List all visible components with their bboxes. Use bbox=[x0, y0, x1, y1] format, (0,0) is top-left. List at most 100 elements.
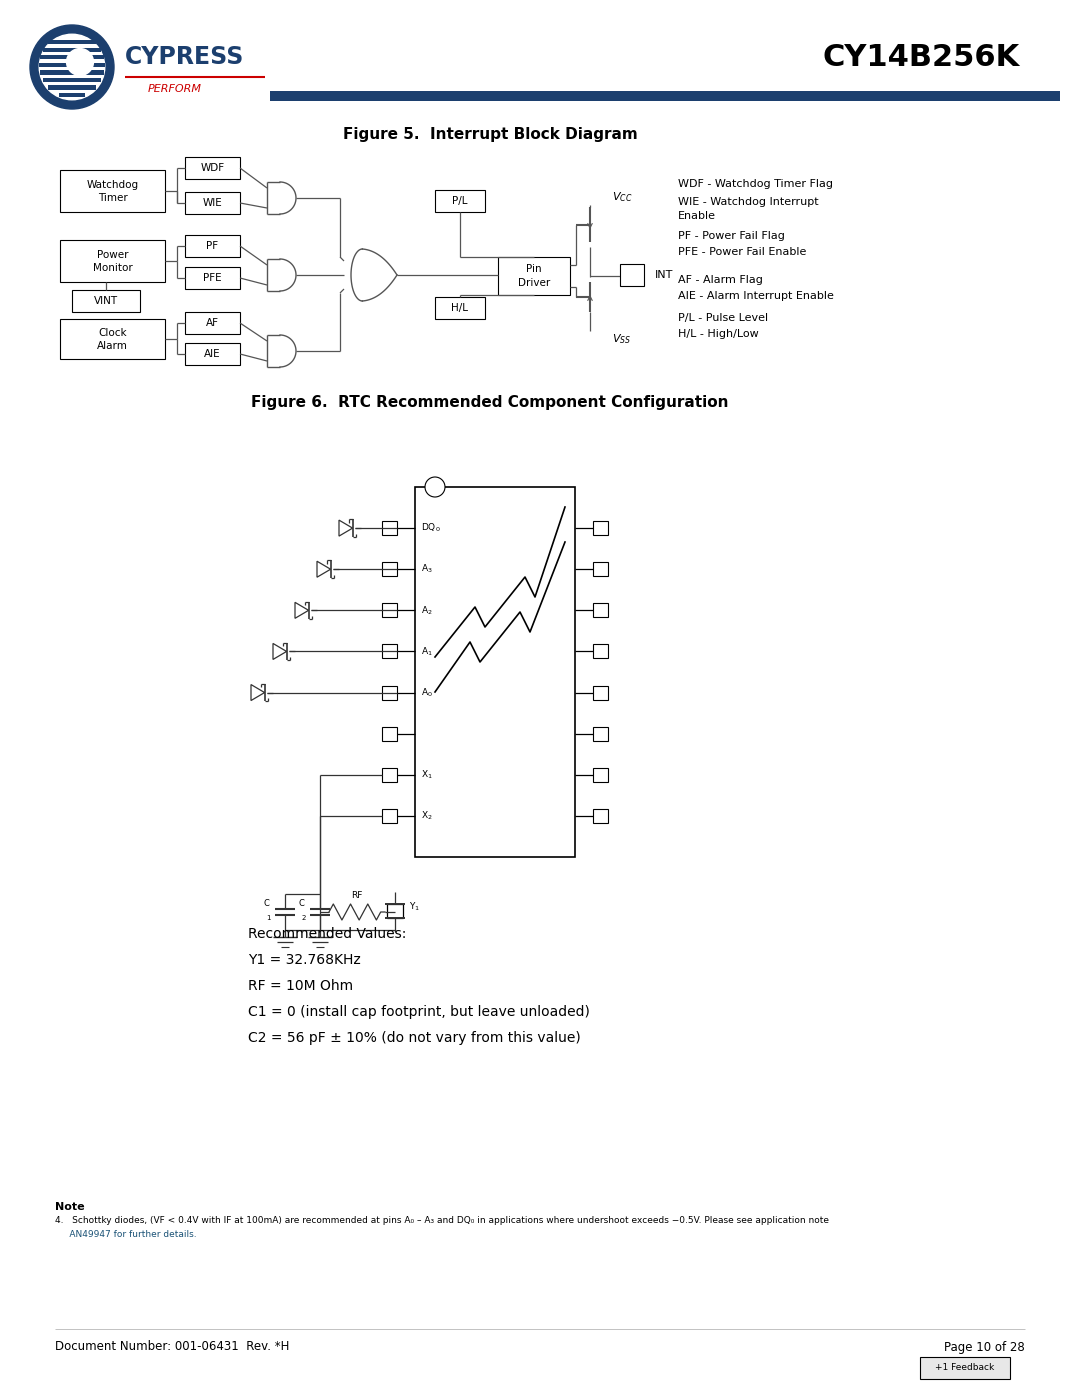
Text: INT: INT bbox=[654, 270, 673, 279]
Text: WIE - Watchdog Interrupt: WIE - Watchdog Interrupt bbox=[678, 197, 819, 207]
Text: PF - Power Fail Flag: PF - Power Fail Flag bbox=[678, 231, 785, 242]
Circle shape bbox=[39, 35, 105, 99]
Bar bbox=[185, 344, 240, 365]
Bar bbox=[49, 41, 96, 45]
Circle shape bbox=[67, 49, 94, 75]
Text: Driver: Driver bbox=[518, 278, 550, 288]
Text: Pin: Pin bbox=[526, 264, 542, 274]
Text: Clock: Clock bbox=[98, 328, 126, 338]
Bar bbox=[43, 78, 102, 82]
Bar bbox=[185, 191, 240, 214]
Bar bbox=[593, 726, 608, 740]
Bar bbox=[39, 63, 105, 67]
Text: Figure 6.  RTC Recommended Component Configuration: Figure 6. RTC Recommended Component Conf… bbox=[252, 394, 729, 409]
Text: H/L: H/L bbox=[451, 303, 469, 313]
Bar bbox=[593, 686, 608, 700]
Bar bbox=[382, 562, 397, 576]
Text: C2 = 56 pF ± 10% (do not vary from this value): C2 = 56 pF ± 10% (do not vary from this … bbox=[248, 1031, 581, 1045]
Text: A$_1$: A$_1$ bbox=[421, 645, 433, 658]
Bar bbox=[593, 604, 608, 617]
Text: Y1 = 32.768KHz: Y1 = 32.768KHz bbox=[248, 953, 361, 967]
Bar bbox=[185, 156, 240, 179]
Text: AN49947 for further details.: AN49947 for further details. bbox=[55, 1229, 197, 1239]
Text: PFE: PFE bbox=[203, 272, 221, 284]
Bar bbox=[593, 644, 608, 658]
Text: Y$_1$: Y$_1$ bbox=[409, 901, 420, 914]
Text: Note: Note bbox=[55, 1201, 84, 1213]
Bar bbox=[72, 291, 140, 312]
Bar bbox=[593, 521, 608, 535]
Bar bbox=[382, 809, 397, 823]
Text: X$_1$: X$_1$ bbox=[421, 768, 433, 781]
Text: Monitor: Monitor bbox=[93, 263, 133, 272]
Text: CYPRESS: CYPRESS bbox=[125, 45, 244, 68]
Bar bbox=[593, 562, 608, 576]
Bar bbox=[185, 235, 240, 257]
Bar bbox=[593, 768, 608, 782]
Text: AIE - Alarm Interrupt Enable: AIE - Alarm Interrupt Enable bbox=[678, 291, 834, 300]
Bar bbox=[40, 56, 104, 60]
Text: DQ$_0$: DQ$_0$ bbox=[421, 522, 441, 535]
Text: Watchdog: Watchdog bbox=[86, 180, 138, 190]
Text: Alarm: Alarm bbox=[97, 341, 127, 351]
Bar bbox=[382, 521, 397, 535]
Bar bbox=[185, 312, 240, 334]
Bar bbox=[382, 644, 397, 658]
Text: +1 Feedback: +1 Feedback bbox=[935, 1363, 995, 1372]
Text: RF = 10M Ohm: RF = 10M Ohm bbox=[248, 979, 353, 993]
Circle shape bbox=[426, 476, 445, 497]
Text: Timer: Timer bbox=[97, 193, 127, 203]
Text: C1 = 0 (install cap footprint, but leave unloaded): C1 = 0 (install cap footprint, but leave… bbox=[248, 1004, 590, 1018]
Text: VINT: VINT bbox=[94, 296, 118, 306]
Bar bbox=[498, 257, 570, 295]
Text: WIE: WIE bbox=[203, 198, 222, 208]
Text: $V_{SS}$: $V_{SS}$ bbox=[612, 332, 631, 346]
Text: X$_2$: X$_2$ bbox=[421, 810, 433, 823]
Text: P/L - Pulse Level: P/L - Pulse Level bbox=[678, 313, 768, 323]
Text: AIE: AIE bbox=[204, 349, 220, 359]
Text: Figure 5.  Interrupt Block Diagram: Figure 5. Interrupt Block Diagram bbox=[342, 127, 637, 142]
Text: P/L: P/L bbox=[453, 196, 468, 205]
Text: H/L - High/Low: H/L - High/Low bbox=[678, 330, 759, 339]
Text: A$_0$: A$_0$ bbox=[421, 686, 433, 698]
Bar bbox=[382, 726, 397, 740]
Text: WDF - Watchdog Timer Flag: WDF - Watchdog Timer Flag bbox=[678, 179, 833, 189]
Text: CY14B256K: CY14B256K bbox=[823, 42, 1020, 71]
Bar bbox=[593, 809, 608, 823]
Bar bbox=[382, 686, 397, 700]
Bar bbox=[270, 91, 1059, 101]
Circle shape bbox=[30, 25, 114, 109]
Text: $V_{CC}$: $V_{CC}$ bbox=[612, 190, 633, 204]
Text: PERFORM: PERFORM bbox=[148, 84, 202, 94]
Bar bbox=[435, 190, 485, 212]
Bar bbox=[415, 488, 575, 856]
Bar bbox=[185, 267, 240, 289]
Text: A$_2$: A$_2$ bbox=[421, 604, 433, 616]
Bar bbox=[40, 70, 104, 74]
Bar bbox=[49, 85, 96, 89]
Text: PF: PF bbox=[206, 242, 218, 251]
Text: AF: AF bbox=[206, 319, 219, 328]
Bar bbox=[60, 240, 165, 282]
Bar bbox=[59, 94, 84, 98]
Bar bbox=[60, 319, 165, 359]
Bar bbox=[620, 264, 644, 286]
Bar bbox=[60, 170, 165, 212]
Bar bbox=[920, 1356, 1010, 1379]
Bar bbox=[43, 47, 102, 52]
Bar bbox=[435, 298, 485, 319]
Bar bbox=[382, 768, 397, 782]
Text: PFE - Power Fail Enable: PFE - Power Fail Enable bbox=[678, 247, 807, 257]
Text: C: C bbox=[298, 900, 303, 908]
Text: 2: 2 bbox=[301, 915, 306, 921]
Text: Power: Power bbox=[97, 250, 129, 260]
Text: WDF: WDF bbox=[201, 163, 225, 173]
Text: Recommended Values:: Recommended Values: bbox=[248, 928, 406, 942]
Bar bbox=[382, 604, 397, 617]
Text: Enable: Enable bbox=[678, 211, 716, 221]
Text: C: C bbox=[264, 900, 269, 908]
Text: Document Number: 001-06431  Rev. *H: Document Number: 001-06431 Rev. *H bbox=[55, 1341, 289, 1354]
Text: A$_3$: A$_3$ bbox=[421, 563, 433, 576]
Text: AF - Alarm Flag: AF - Alarm Flag bbox=[678, 275, 762, 285]
Text: 4.   Schottky diodes, (VF < 0.4V with IF at 100mA) are recommended at pins A₀ – : 4. Schottky diodes, (VF < 0.4V with IF a… bbox=[55, 1215, 829, 1225]
